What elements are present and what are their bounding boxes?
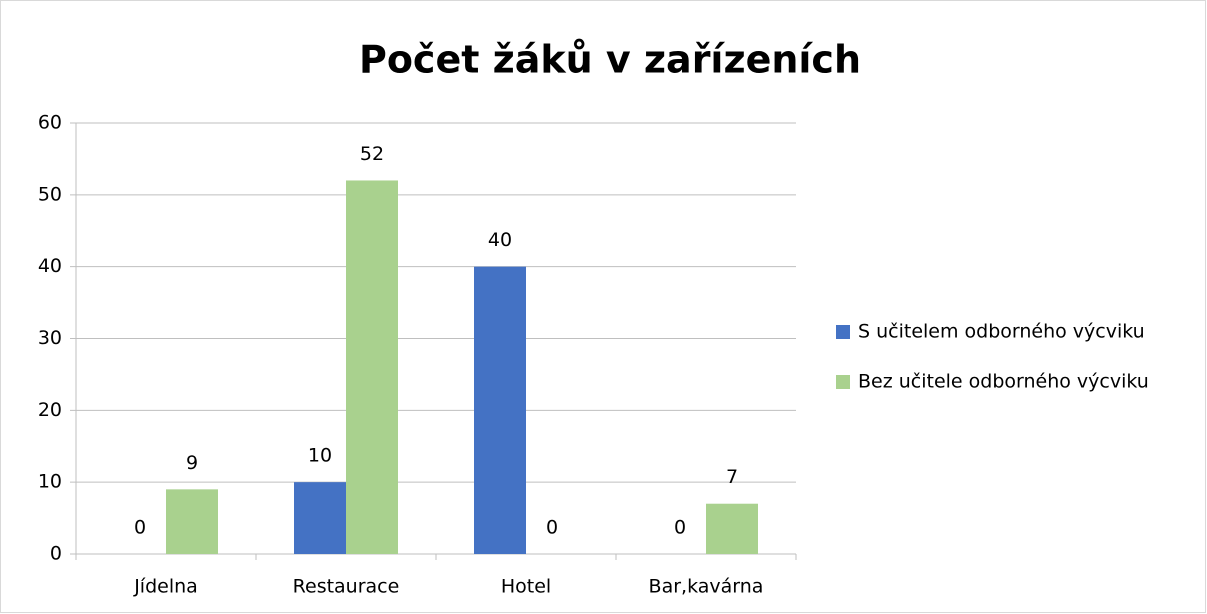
data-label: 0 [674, 517, 686, 539]
x-tick-label: Jídelna [133, 576, 198, 598]
y-tick-label: 60 [38, 112, 62, 134]
data-label: 52 [360, 143, 384, 165]
legend-label: Bez učitele odborného výcviku [858, 371, 1149, 393]
data-label: 0 [546, 517, 558, 539]
data-label: 0 [134, 517, 146, 539]
data-label: 7 [726, 466, 738, 488]
y-tick-label: 10 [38, 471, 62, 493]
chart-title: Počet žáků v zařízeních [359, 38, 861, 82]
y-tick-label: 0 [50, 543, 62, 565]
y-tick-label: 30 [38, 327, 62, 349]
bar [166, 489, 218, 554]
data-label: 9 [186, 452, 198, 474]
bar [346, 180, 398, 554]
y-tick-label: 40 [38, 255, 62, 277]
x-tick-label: Bar,kavárna [649, 576, 764, 598]
y-tick-label: 20 [38, 399, 62, 421]
bar [474, 266, 526, 554]
x-tick-label: Hotel [501, 576, 551, 598]
data-label: 10 [308, 445, 332, 467]
bar [294, 482, 346, 554]
x-tick-label: Restaurace [293, 576, 400, 598]
data-label: 40 [488, 229, 512, 251]
y-tick-label: 50 [38, 183, 62, 205]
bar [706, 503, 758, 554]
legend-label: S učitelem odborného výcviku [858, 321, 1145, 343]
legend-swatch [836, 375, 850, 389]
legend-swatch [836, 325, 850, 339]
